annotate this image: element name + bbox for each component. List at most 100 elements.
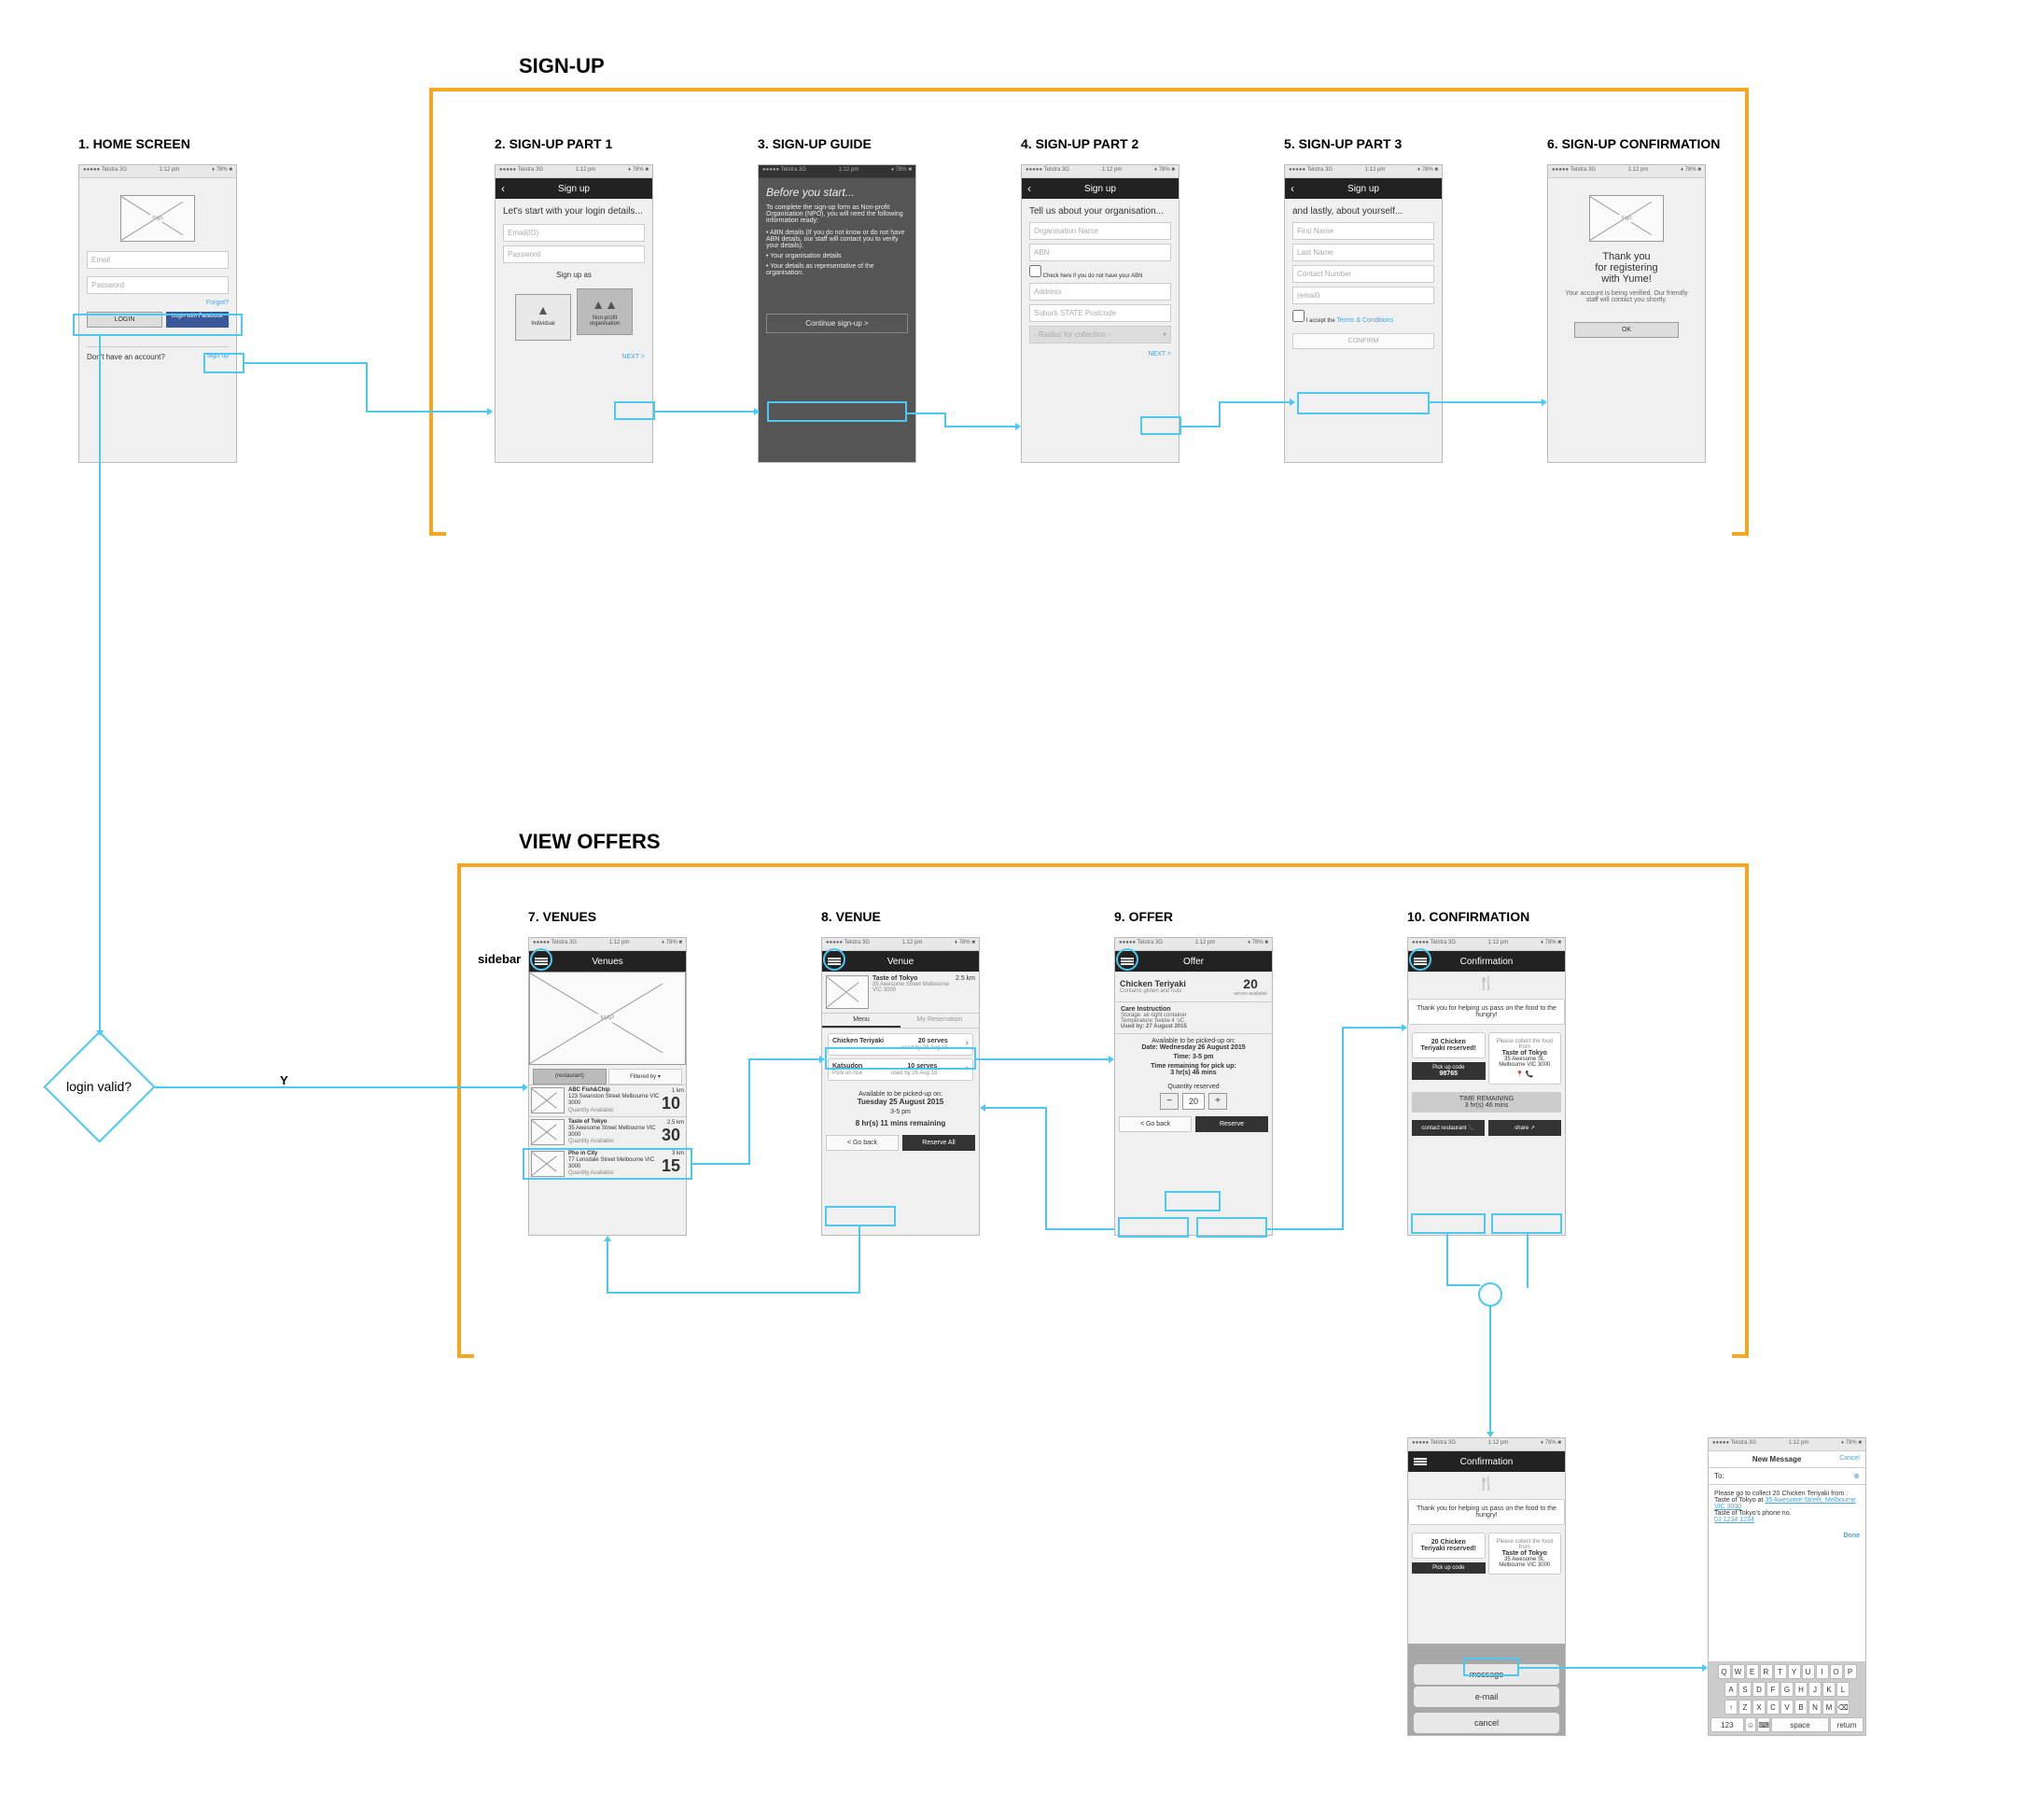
label-s7: 7. VENUES (528, 909, 596, 924)
nonprofit-tile[interactable]: ▲▲Non-profit organisation (577, 288, 633, 335)
key[interactable]: return (1830, 1717, 1864, 1732)
keyboard[interactable]: QWERTYUIOP ASDFGHJKL ↑ZXCVBNM⌫ 123☺⌨spacere… (1709, 1661, 1865, 1735)
password-field[interactable]: Password (87, 276, 229, 294)
key[interactable]: B (1794, 1700, 1808, 1715)
key[interactable]: M (1822, 1700, 1836, 1715)
key[interactable]: E (1746, 1664, 1759, 1679)
plus-button[interactable]: + (1208, 1093, 1227, 1110)
map-placeholder[interactable]: MAP (529, 972, 686, 1065)
screen-venue: ●●●●● Telstra 3G1:12 pm♦ 78% ■ Venue Tas… (821, 937, 980, 1236)
key[interactable]: F (1766, 1682, 1780, 1697)
key[interactable]: L (1836, 1682, 1850, 1697)
key[interactable]: D (1752, 1682, 1766, 1697)
label-s4: 4. SIGN-UP PART 2 (1021, 136, 1138, 151)
email-field[interactable]: (email) (1292, 287, 1434, 304)
email-field[interactable]: Email(ID) (503, 224, 645, 242)
org-name-field[interactable]: Organisation Name (1029, 222, 1171, 240)
map-pin-icon[interactable]: 📍 (1515, 1071, 1524, 1078)
back-button[interactable]: < Go back (1119, 1116, 1192, 1132)
label-s5: 5. SIGN-UP PART 3 (1284, 136, 1402, 151)
menu-icon[interactable] (1414, 1457, 1427, 1466)
key[interactable]: I (1816, 1664, 1829, 1679)
key[interactable]: T (1774, 1664, 1787, 1679)
key[interactable]: X (1752, 1700, 1766, 1715)
key[interactable]: C (1766, 1700, 1780, 1715)
cancel-button[interactable]: Cancel (1839, 1455, 1860, 1463)
lastname-field[interactable]: Last Name (1292, 244, 1434, 261)
ok-button[interactable]: OK (1574, 322, 1679, 338)
filter-sort[interactable]: Filtered by ▾ (608, 1069, 682, 1085)
no-abn-checkbox[interactable] (1029, 265, 1041, 277)
key[interactable]: H (1794, 1682, 1808, 1697)
label-s9: 9. OFFER (1114, 909, 1173, 924)
continue-button[interactable]: Continue sign-up > (766, 314, 908, 333)
key[interactable]: A (1724, 1682, 1738, 1697)
key[interactable]: ⌨ (1757, 1717, 1770, 1732)
contact-field[interactable]: Contact Number (1292, 265, 1434, 283)
quantity-stepper[interactable]: − 20 + (1115, 1093, 1272, 1110)
back-button[interactable]: < Go back (826, 1135, 899, 1151)
label-s1: 1. HOME SCREEN (78, 136, 190, 151)
confirm-button[interactable]: CONFIRM (1292, 333, 1434, 349)
key[interactable]: V (1780, 1700, 1794, 1715)
reserve-button[interactable]: Reserve (1195, 1116, 1268, 1132)
key[interactable]: Z (1738, 1700, 1752, 1715)
key[interactable]: K (1822, 1682, 1836, 1697)
key[interactable]: S (1738, 1682, 1752, 1697)
key[interactable]: Q (1718, 1664, 1731, 1679)
reserve-all-button[interactable]: Reserve All (902, 1135, 975, 1151)
tab-menu[interactable]: Menu (822, 1014, 900, 1028)
section-signup-label: SIGN-UP (519, 54, 605, 78)
key[interactable]: ⌫ (1836, 1700, 1850, 1715)
key[interactable]: O (1830, 1664, 1843, 1679)
key[interactable]: N (1808, 1700, 1822, 1715)
key[interactable]: R (1760, 1664, 1773, 1679)
key[interactable]: ☺ (1745, 1717, 1757, 1732)
add-contact-icon[interactable]: ⊕ (1853, 1472, 1860, 1480)
minus-button[interactable]: − (1160, 1093, 1179, 1110)
back-icon[interactable]: ‹ (1027, 182, 1031, 195)
key[interactable]: G (1780, 1682, 1794, 1697)
filter-restaurant[interactable]: (restaurant) (533, 1069, 607, 1085)
key[interactable]: 123 (1710, 1717, 1744, 1732)
key[interactable]: U (1802, 1664, 1815, 1679)
individual-tile[interactable]: ▲Individual (515, 294, 571, 341)
hl-next2 (1140, 416, 1181, 435)
forgot-link[interactable]: Forgot? (206, 300, 229, 306)
hl-goback9 (1118, 1217, 1189, 1238)
hl-phone-circle (1478, 1282, 1502, 1307)
key[interactable]: J (1808, 1682, 1822, 1697)
key[interactable]: W (1732, 1664, 1745, 1679)
opt-cancel[interactable]: cancel (1414, 1713, 1559, 1733)
suburb-field[interactable]: Suburb STATE Postcode (1029, 304, 1171, 322)
radius-select[interactable]: - Radius for collection -▾ (1029, 326, 1171, 343)
contact-restaurant-button[interactable]: contact restaurant 📞 (1412, 1120, 1485, 1136)
address-field[interactable]: Address (1029, 283, 1171, 301)
key[interactable]: space (1771, 1717, 1829, 1732)
back-icon[interactable]: ‹ (501, 182, 505, 195)
email-field[interactable]: Email (87, 251, 229, 269)
heading: Before you start... (766, 186, 908, 199)
key[interactable]: ↑ (1724, 1700, 1738, 1715)
terms-checkbox[interactable] (1292, 310, 1305, 322)
share-button[interactable]: share ↗ (1488, 1120, 1561, 1136)
screen-venues: ●●●●● Telstra 3G1:12 pm♦ 78% ■ Venues MA… (528, 937, 687, 1236)
next-button[interactable]: NEXT > (621, 354, 645, 360)
phone-icon[interactable]: 📞 (1526, 1071, 1534, 1078)
abn-field[interactable]: ABN (1029, 244, 1171, 261)
hl-sidebar-7 (530, 948, 552, 971)
venue-image (826, 975, 869, 1009)
venue-row[interactable]: ABC Fish&Chip123 Swanston Street Melbour… (529, 1085, 686, 1116)
back-icon[interactable]: ‹ (1291, 182, 1294, 195)
message-body[interactable]: Please go to collect 20 Chicken Teriyaki… (1709, 1485, 1865, 1529)
next-button[interactable]: NEXT > (1148, 351, 1171, 357)
venue-row[interactable]: Taste of Tokyo35 Awesome Street Melbourn… (529, 1116, 686, 1148)
done-button[interactable]: Done (1844, 1533, 1861, 1539)
tab-reservation[interactable]: My Reservation (900, 1014, 979, 1028)
opt-email[interactable]: e-mail (1414, 1687, 1559, 1707)
key[interactable]: P (1844, 1664, 1857, 1679)
label-s8: 8. VENUE (821, 909, 881, 924)
password-field[interactable]: Password (503, 245, 645, 263)
firstname-field[interactable]: First Name (1292, 222, 1434, 240)
key[interactable]: Y (1788, 1664, 1801, 1679)
